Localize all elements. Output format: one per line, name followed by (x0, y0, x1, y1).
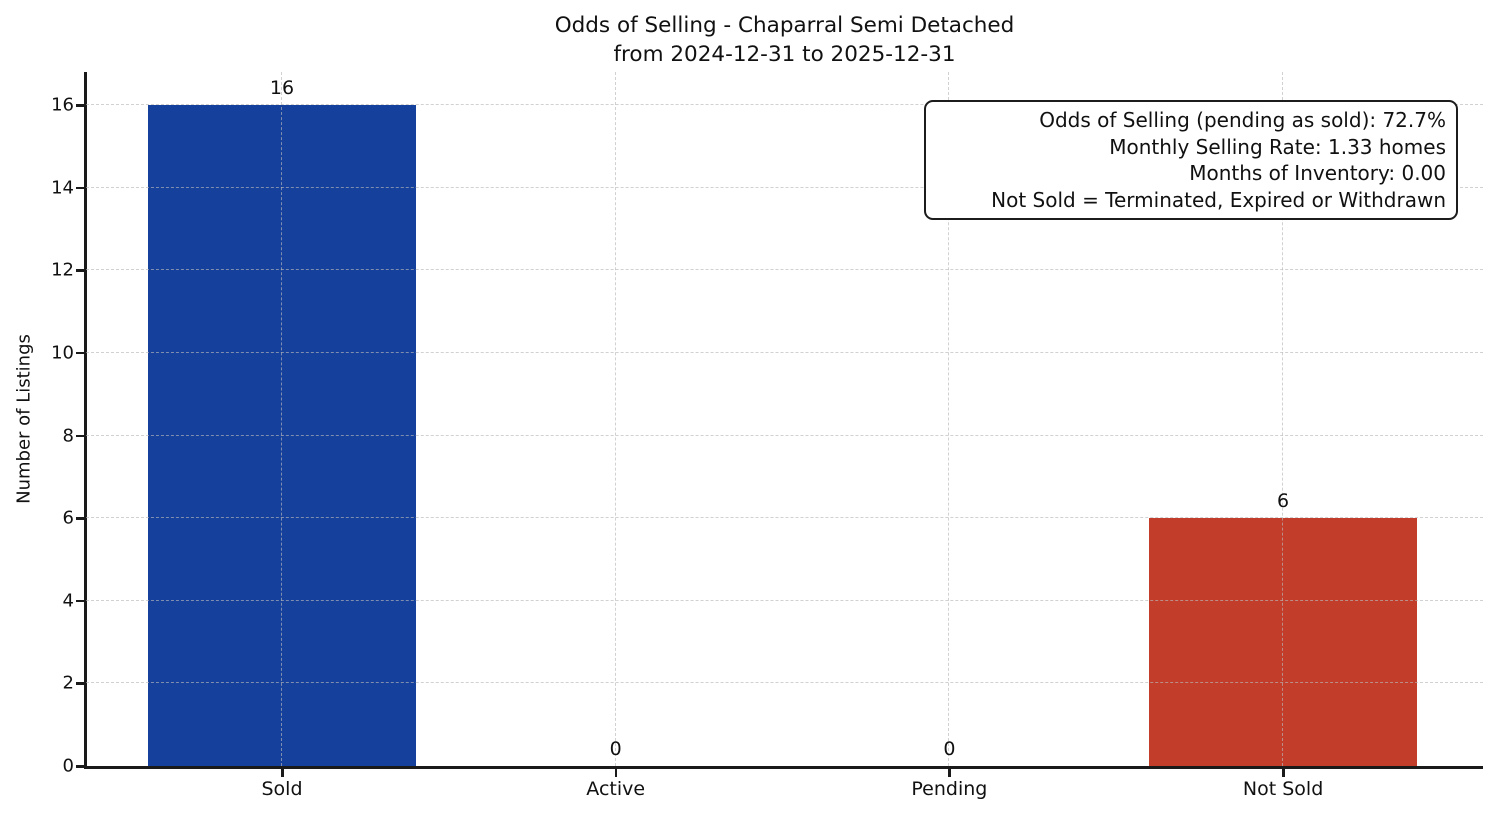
y-tick-label: 16 (51, 94, 74, 116)
x-tick-label: Pending (911, 778, 988, 800)
annotation-line-rate: Monthly Selling Rate: 1.33 homes (1109, 134, 1446, 159)
bar-value-labels-layer: 16 0 0 6 (86, 72, 1483, 766)
bar-value-label: 6 (1277, 490, 1290, 513)
y-tick (76, 104, 85, 107)
y-tick-label: 0 (62, 755, 74, 777)
x-tick (281, 769, 284, 777)
x-axis-spine (84, 766, 1483, 769)
x-tick-label: Sold (261, 778, 303, 800)
y-tick-label: 8 (62, 425, 74, 447)
x-tick (1282, 769, 1285, 777)
x-tick (948, 769, 951, 777)
bars-layer (86, 72, 1483, 766)
x-tick-label: Not Sold (1242, 778, 1324, 800)
x-tick (614, 769, 618, 777)
chart-title-line1: Odds of Selling - Chaparral Semi Detache… (554, 13, 1015, 38)
y-tick (76, 434, 85, 438)
y-tick-label: 10 (51, 342, 74, 364)
bar (1149, 518, 1418, 766)
bar-value-label: 16 (269, 77, 295, 100)
x-tick-label: Active (586, 778, 646, 800)
y-tick-label: 2 (62, 672, 74, 694)
y-tick (76, 765, 85, 768)
plot-area: 16 0 0 6 (86, 72, 1483, 766)
annotation-line-notsold-def: Not Sold = Terminated, Expired or Withdr… (991, 187, 1446, 212)
y-tick (76, 351, 85, 355)
y-tick (76, 682, 85, 685)
y-axis-spine (84, 72, 87, 769)
y-tick (76, 517, 85, 520)
bar-value-label: 0 (943, 738, 956, 760)
y-tick (76, 186, 85, 190)
chart-title-line2: from 2024-12-31 to 2025-12-31 (613, 42, 956, 67)
annotation-line-inventory: Months of Inventory: 0.00 (1189, 161, 1446, 185)
annotation-line-odds: Odds of Selling (pending as sold): 72.7% (1039, 108, 1446, 132)
y-tick (76, 269, 85, 272)
y-tick (76, 599, 85, 603)
bar-value-label: 0 (609, 738, 622, 760)
annotation-box: Odds of Selling (pending as sold): 72.7%… (924, 100, 1458, 220)
y-tick-label: 6 (62, 507, 74, 529)
y-tick-label: 14 (51, 177, 74, 199)
chart-title: Odds of Selling - Chaparral Semi Detache… (86, 11, 1483, 69)
y-tick-label: 4 (62, 590, 74, 612)
y-tick-label: 12 (51, 259, 74, 281)
bar (148, 105, 416, 766)
